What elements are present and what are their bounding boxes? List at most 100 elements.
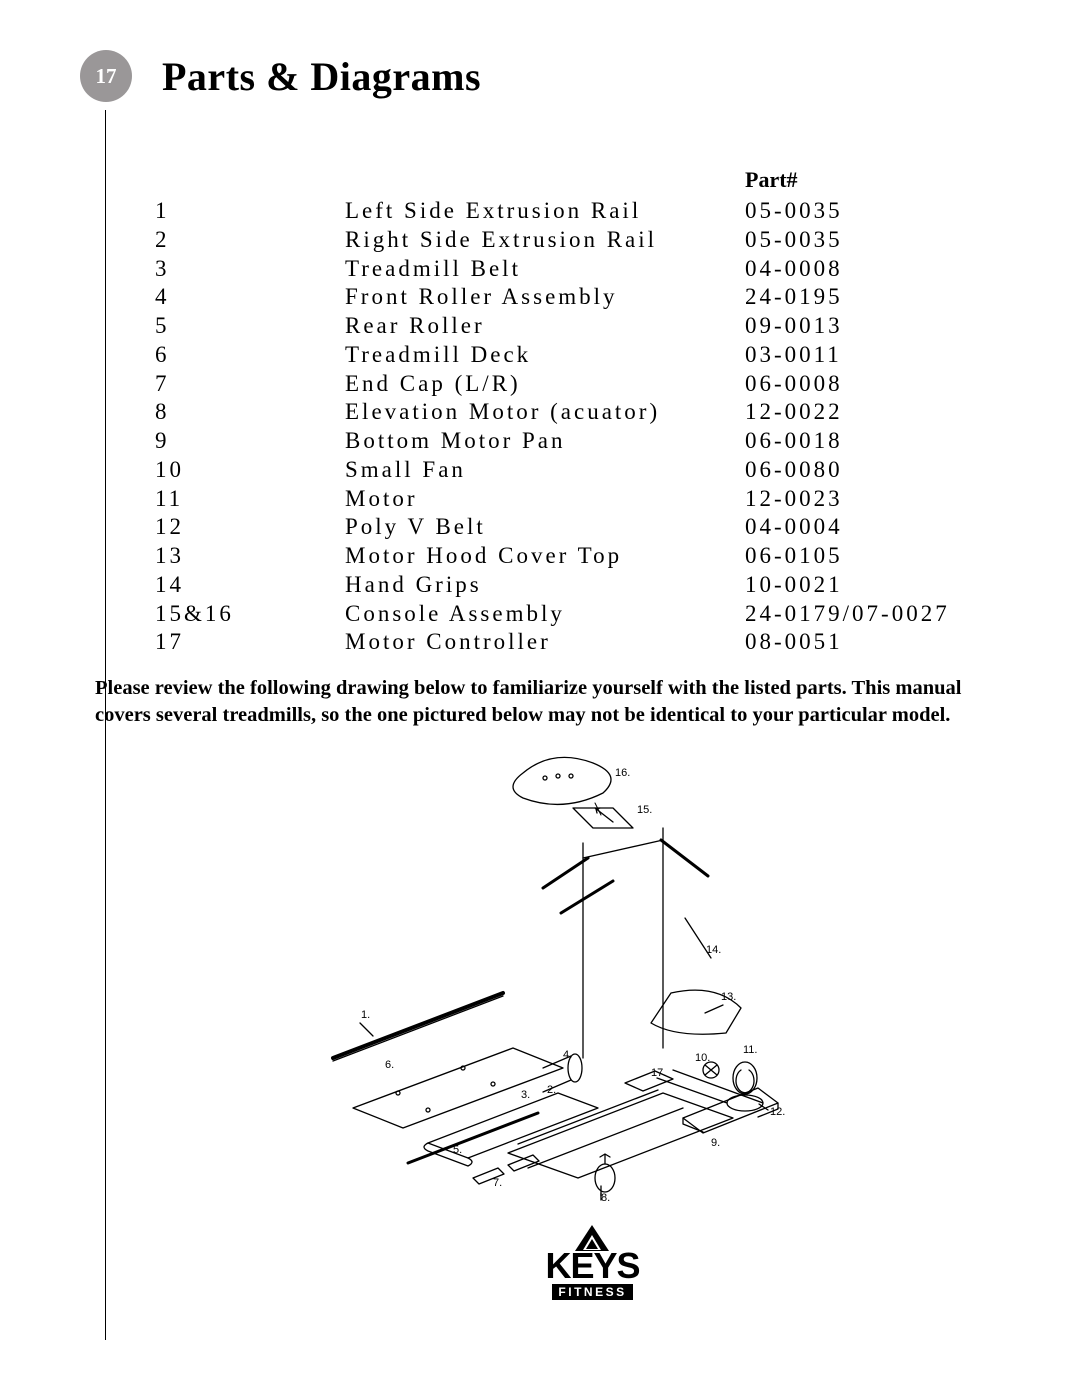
cell-part: 04-0004	[745, 513, 1030, 542]
cell-part: 06-0105	[745, 542, 1030, 571]
svg-text:10.: 10.	[695, 1052, 710, 1064]
table-row: 5Rear Roller09-0013	[155, 312, 1030, 341]
instruction-note: Please review the following drawing belo…	[95, 675, 1030, 728]
cell-part: 06-0008	[745, 370, 1030, 399]
cell-desc: Motor Controller	[345, 628, 745, 657]
svg-text:14.: 14.	[706, 944, 721, 956]
table-row: 3Treadmill Belt04-0008	[155, 255, 1030, 284]
col-header-blank2	[345, 167, 745, 193]
page-number: 17	[96, 64, 117, 89]
cell-num: 7	[155, 370, 345, 399]
cell-part: 05-0035	[745, 226, 1030, 255]
cell-num: 1	[155, 197, 345, 226]
cell-num: 6	[155, 341, 345, 370]
table-row: 7End Cap (L/R)06-0008	[155, 370, 1030, 399]
cell-desc: End Cap (L/R)	[345, 370, 745, 399]
table-row: 13Motor Hood Cover Top06-0105	[155, 542, 1030, 571]
page-title: Parts & Diagrams	[162, 53, 481, 100]
cell-desc: Left Side Extrusion Rail	[345, 197, 745, 226]
cell-desc: Motor	[345, 485, 745, 514]
cell-part: 10-0021	[745, 571, 1030, 600]
cell-num: 12	[155, 513, 345, 542]
cell-part: 05-0035	[745, 197, 1030, 226]
diagram-container: 1. 2. 3. 4. 5. 6. 7. 8. 9. 10. 11. 12. 13. 14. 15. 16. 1…	[155, 748, 1030, 1208]
brand-logo: KEYS FITNESS	[545, 1223, 639, 1301]
svg-text:3.: 3.	[521, 1089, 530, 1101]
cell-num: 5	[155, 312, 345, 341]
cell-desc: Hand Grips	[345, 571, 745, 600]
svg-text:12.: 12.	[770, 1106, 785, 1118]
cell-desc: Poly V Belt	[345, 513, 745, 542]
cell-part: 03-0011	[745, 341, 1030, 370]
logo-sub-text: FITNESS	[552, 1284, 632, 1300]
cell-desc: Elevation Motor (acuator)	[345, 398, 745, 427]
table-row: 10Small Fan06-0080	[155, 456, 1030, 485]
col-header-part: Part#	[745, 167, 1030, 193]
cell-num: 14	[155, 571, 345, 600]
table-row: 1Left Side Extrusion Rail05-0035	[155, 197, 1030, 226]
cell-num: 4	[155, 283, 345, 312]
svg-text:11.: 11.	[743, 1044, 757, 1056]
parts-table: Part# 1Left Side Extrusion Rail05-00352R…	[155, 167, 1030, 657]
exploded-diagram: 1. 2. 3. 4. 5. 6. 7. 8. 9. 10. 11. 12. 13. 14. 15. 16. 1…	[313, 748, 873, 1208]
page-header: 17 Parts & Diagrams	[80, 50, 1030, 102]
table-row: 8Elevation Motor (acuator)12-0022	[155, 398, 1030, 427]
cell-num: 8	[155, 398, 345, 427]
cell-desc: Bottom Motor Pan	[345, 427, 745, 456]
page-number-badge: 17	[80, 50, 132, 102]
cell-desc: Front Roller Assembly	[345, 283, 745, 312]
cell-part: 09-0013	[745, 312, 1030, 341]
table-row: 14Hand Grips10-0021	[155, 571, 1030, 600]
cell-desc: Rear Roller	[345, 312, 745, 341]
cell-part: 06-0018	[745, 427, 1030, 456]
table-row: 11Motor12-0023	[155, 485, 1030, 514]
cell-part: 08-0051	[745, 628, 1030, 657]
cell-num: 3	[155, 255, 345, 284]
table-row: 2Right Side Extrusion Rail05-0035	[155, 226, 1030, 255]
svg-text:2.: 2.	[547, 1084, 556, 1096]
cell-num: 2	[155, 226, 345, 255]
cell-num: 9	[155, 427, 345, 456]
cell-num: 17	[155, 628, 345, 657]
svg-text:1.: 1.	[361, 1009, 370, 1021]
table-row: 9Bottom Motor Pan06-0018	[155, 427, 1030, 456]
table-body: 1Left Side Extrusion Rail05-00352Right S…	[155, 197, 1030, 657]
cell-num: 15&16	[155, 600, 345, 629]
cell-part: 24-0195	[745, 283, 1030, 312]
table-row: 4Front Roller Assembly24-0195	[155, 283, 1030, 312]
cell-desc: Small Fan	[345, 456, 745, 485]
table-row: 12Poly V Belt04-0004	[155, 513, 1030, 542]
svg-text:7.: 7.	[493, 1177, 502, 1189]
svg-text:13.: 13.	[721, 991, 736, 1003]
cell-part: 04-0008	[745, 255, 1030, 284]
cell-desc: Motor Hood Cover Top	[345, 542, 745, 571]
svg-text:16.: 16.	[615, 767, 630, 779]
footer-logo-wrap: KEYS FITNESS	[155, 1223, 1030, 1301]
manual-page: 17 Parts & Diagrams Part# 1Left Side Ext…	[0, 0, 1080, 1397]
svg-text:9.: 9.	[711, 1137, 720, 1149]
cell-desc: Treadmill Deck	[345, 341, 745, 370]
vertical-rule	[105, 110, 106, 1340]
col-header-blank1	[155, 167, 345, 193]
cell-num: 10	[155, 456, 345, 485]
cell-part: 12-0023	[745, 485, 1030, 514]
cell-part: 12-0022	[745, 398, 1030, 427]
logo-brand-text: KEYS	[545, 1251, 639, 1282]
svg-text:6.: 6.	[385, 1059, 394, 1071]
cell-desc: Treadmill Belt	[345, 255, 745, 284]
svg-text:8.: 8.	[601, 1192, 610, 1204]
table-row: 17Motor Controller08-0051	[155, 628, 1030, 657]
svg-text:17.: 17.	[651, 1067, 666, 1079]
cell-part: 24-0179/07-0027	[745, 600, 1030, 629]
cell-desc: Right Side Extrusion Rail	[345, 226, 745, 255]
table-header-row: Part#	[155, 167, 1030, 193]
svg-text:4.: 4.	[563, 1049, 572, 1061]
cell-part: 06-0080	[745, 456, 1030, 485]
content-area: Part# 1Left Side Extrusion Rail05-00352R…	[155, 167, 1030, 1301]
svg-text:15.: 15.	[637, 804, 652, 816]
cell-desc: Console Assembly	[345, 600, 745, 629]
cell-num: 13	[155, 542, 345, 571]
table-row: 15&16Console Assembly24-0179/07-0027	[155, 600, 1030, 629]
cell-num: 11	[155, 485, 345, 514]
svg-text:5.: 5.	[453, 1144, 462, 1156]
